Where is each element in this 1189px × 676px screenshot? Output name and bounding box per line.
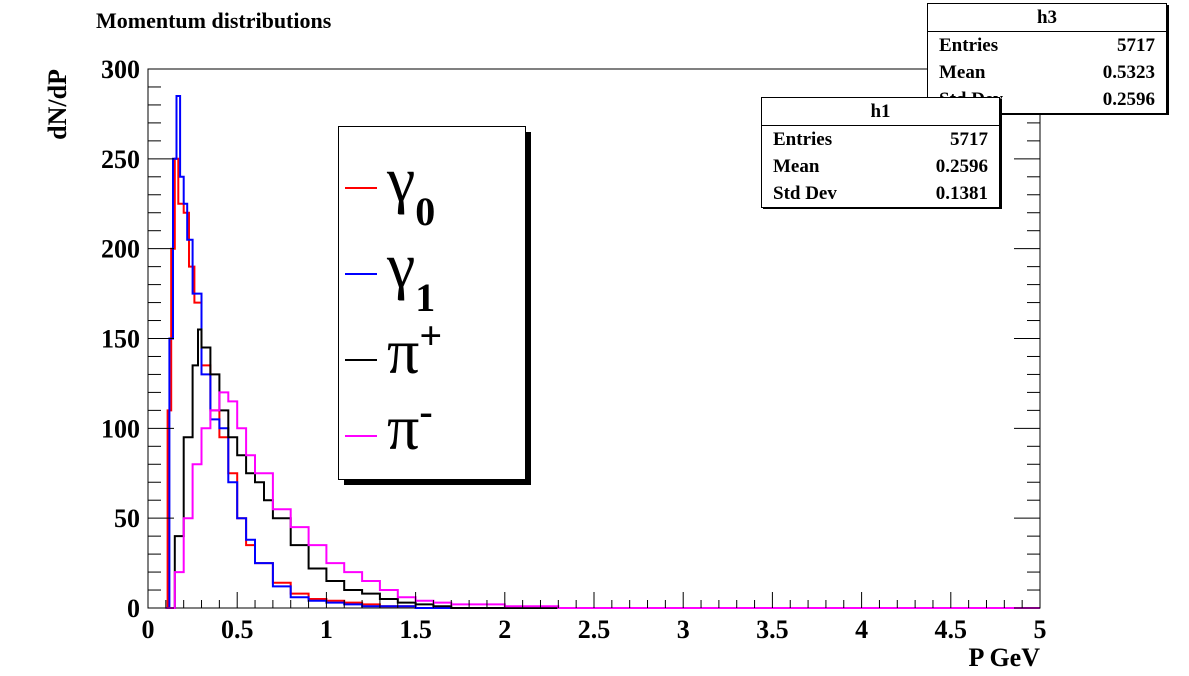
legend-entry: γ1 <box>343 230 523 321</box>
series-2-line <box>165 328 1040 609</box>
legend-swatch <box>345 187 377 189</box>
x-tick-label: 3 <box>677 615 690 644</box>
x-tick-label: 3.5 <box>756 615 789 644</box>
stat-value: 0.1381 <box>935 183 988 204</box>
y-axis-label: dN/dP <box>43 69 72 140</box>
stat-value: 5717 <box>1117 35 1155 56</box>
legend-entry: π- <box>343 389 523 479</box>
legend-symbol: γ <box>387 230 416 301</box>
stat-box-h1: h1 Entries 5717 Mean 0.2596 Std Dev 0.13… <box>761 97 1000 208</box>
legend-label: π- <box>387 389 433 471</box>
stat-box-title: h3 <box>928 4 1166 32</box>
stat-box-title: h1 <box>762 98 999 126</box>
legend-swatch <box>345 435 377 437</box>
stat-value: 0.5323 <box>1102 62 1155 83</box>
series-0-line <box>165 157 1040 609</box>
x-tick-label: 0.5 <box>221 615 254 644</box>
legend-entry: π+ <box>343 313 523 403</box>
legend-superscript: + <box>419 313 443 358</box>
stat-value: 0.2596 <box>1102 89 1155 110</box>
x-tick-label: 1.5 <box>399 615 432 644</box>
stat-label: Entries <box>773 129 833 150</box>
legend-entry: γ0 <box>343 144 523 235</box>
legend-superscript: - <box>419 389 433 434</box>
legend-subscript: 1 <box>415 275 436 320</box>
legend-swatch <box>345 273 377 275</box>
legend: γ0 γ1 π+ π- <box>338 126 526 480</box>
stat-label: Std Dev <box>773 183 837 204</box>
x-tick-label: 0 <box>142 615 155 644</box>
x-tick-label: 1 <box>320 615 333 644</box>
stat-label: Entries <box>939 35 999 56</box>
x-tick-label: 4.5 <box>935 615 968 644</box>
x-tick-label: 2 <box>498 615 511 644</box>
canvas-title: Momentum distributions <box>96 8 332 33</box>
legend-symbol: π <box>387 392 420 463</box>
y-tick-label: 300 <box>101 55 140 84</box>
y-tick-label: 0 <box>127 594 140 623</box>
x-tick-label: 5 <box>1034 615 1047 644</box>
stat-row-std-dev: Std Dev 0.1381 <box>762 180 999 207</box>
legend-subscript: 0 <box>415 189 436 234</box>
y-tick-label: 250 <box>101 145 140 174</box>
stat-row-entries: Entries 5717 <box>762 126 999 153</box>
stat-row-mean: Mean 0.2596 <box>762 153 999 180</box>
x-tick-label: 4 <box>855 615 868 644</box>
legend-symbol: γ <box>387 144 416 215</box>
legend-symbol: π <box>387 316 420 387</box>
stat-label: Mean <box>773 156 820 177</box>
stat-label: Mean <box>939 62 986 83</box>
series-1-line <box>165 95 1040 609</box>
legend-label: π+ <box>387 313 442 395</box>
stat-row-entries: Entries 5717 <box>928 32 1166 59</box>
legend-label: γ0 <box>387 144 435 235</box>
series-3-line <box>165 391 1040 609</box>
y-tick-label: 100 <box>101 414 140 443</box>
stat-value: 0.2596 <box>935 156 988 177</box>
legend-label: γ1 <box>387 230 435 321</box>
x-tick-label: 2.5 <box>578 615 611 644</box>
y-tick-label: 150 <box>101 325 140 354</box>
x-axis-label: P GeV <box>969 643 1041 672</box>
stat-row-mean: Mean 0.5323 <box>928 59 1166 86</box>
y-tick-label: 50 <box>114 504 140 533</box>
y-tick-label: 200 <box>101 235 140 264</box>
stat-value: 5717 <box>950 129 988 150</box>
legend-swatch <box>345 359 377 361</box>
